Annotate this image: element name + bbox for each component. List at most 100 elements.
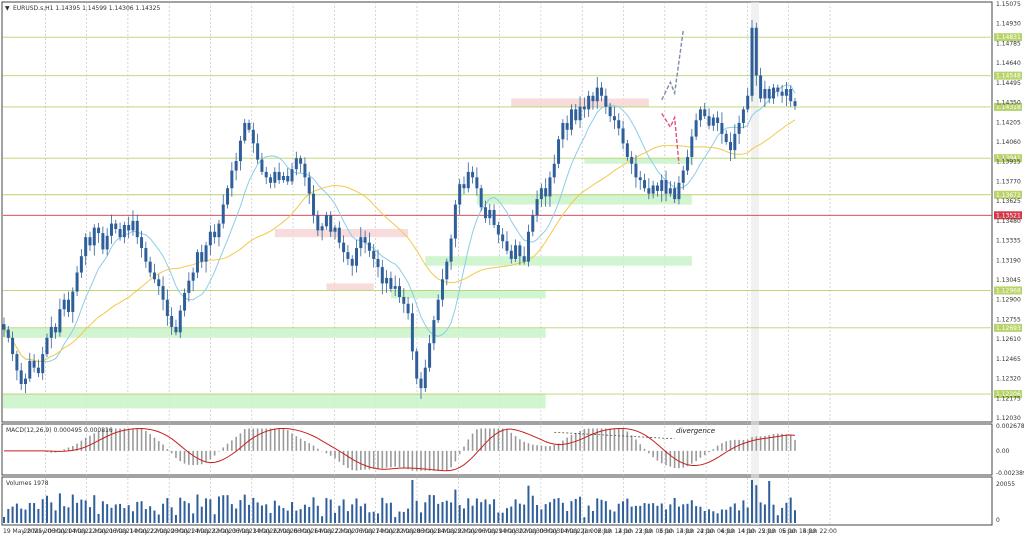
candle-body bbox=[561, 122, 565, 140]
candle-body bbox=[333, 227, 337, 232]
candle-body bbox=[15, 354, 19, 371]
candles bbox=[2, 19, 797, 399]
time-tick-label: 5 Jun 06:00 bbox=[762, 528, 796, 535]
candle-body bbox=[286, 175, 290, 182]
candle-body bbox=[604, 95, 608, 107]
candle-body bbox=[746, 95, 750, 110]
price-tick-label: 1.13770 bbox=[996, 178, 1021, 185]
time-tick-label: 30 May 06:00 bbox=[516, 528, 557, 535]
price-tick-label: 1.14640 bbox=[996, 60, 1021, 67]
candle-body bbox=[127, 224, 131, 231]
time-tick-label: 22 May 14:00 bbox=[167, 528, 208, 535]
price-tick-label: 1.14205 bbox=[996, 119, 1021, 126]
time-tick-label: 27 May 14:00 bbox=[352, 528, 393, 535]
macd-tick-label: -0.002389 bbox=[996, 470, 1024, 477]
forecast-paths bbox=[661, 30, 684, 164]
candle-body bbox=[316, 215, 320, 231]
candle-body bbox=[217, 223, 221, 238]
candle-body bbox=[62, 299, 66, 310]
candle-body bbox=[221, 204, 225, 224]
candle-body bbox=[350, 258, 354, 266]
candle-body bbox=[539, 188, 543, 200]
resistance-zone bbox=[326, 283, 374, 291]
candle-body bbox=[191, 272, 195, 281]
candle-body bbox=[208, 231, 212, 246]
time-tick-label: 23 May 14:00 bbox=[229, 528, 270, 535]
price-tick-label: 1.12030 bbox=[996, 415, 1021, 422]
candle-body bbox=[264, 171, 268, 178]
price-tick-label: 1.14785 bbox=[996, 40, 1021, 47]
level-tag-label: 1.12968 bbox=[996, 287, 1021, 294]
candle-body bbox=[793, 101, 797, 106]
time-tick-label: 27 May 06:00 bbox=[331, 528, 372, 535]
support-zone bbox=[390, 290, 546, 299]
time-tick-label: 22 May 22:00 bbox=[188, 528, 229, 535]
candle-body bbox=[440, 279, 444, 300]
candle-body bbox=[135, 220, 139, 238]
candle-body bbox=[677, 182, 681, 200]
candle-body bbox=[690, 136, 694, 157]
level-tag-bg bbox=[994, 390, 1022, 399]
candle-body bbox=[522, 256, 526, 262]
candle-body bbox=[140, 237, 144, 249]
candle-body bbox=[509, 250, 513, 259]
time-tick-label: 26 May 22:00 bbox=[311, 528, 352, 535]
candle-body bbox=[402, 296, 406, 304]
candle-body bbox=[251, 129, 255, 144]
candle-body bbox=[238, 140, 242, 162]
candle-body bbox=[79, 256, 83, 273]
candle-body bbox=[213, 231, 217, 238]
candle-body bbox=[144, 248, 148, 262]
candle-body bbox=[281, 175, 285, 181]
candle-body bbox=[716, 117, 720, 123]
forecast-path bbox=[661, 30, 684, 101]
candle-body bbox=[97, 227, 101, 234]
level-tag-label: 1.13521 bbox=[996, 212, 1021, 219]
highlight-column bbox=[751, 2, 759, 525]
price-tick-label: 1.13190 bbox=[996, 257, 1021, 264]
candle-body bbox=[703, 109, 707, 117]
level-price-tag: 1.13521 bbox=[994, 211, 1022, 220]
candle-body bbox=[544, 188, 548, 197]
price-tick-label: 1.13045 bbox=[996, 277, 1021, 284]
candle-body bbox=[256, 143, 260, 160]
resistance-zone bbox=[274, 229, 409, 238]
candle-body bbox=[88, 237, 92, 246]
candle-body bbox=[355, 248, 359, 266]
candle-body bbox=[496, 224, 500, 235]
macd-title: MACD(12,26,9) 0.000495 0.000816 bbox=[6, 427, 113, 434]
candle-body bbox=[741, 109, 745, 123]
volume-title: Volumes 1978 bbox=[6, 480, 49, 487]
level-tag-label: 1.13941 bbox=[996, 155, 1021, 162]
time-tick-label: 3 Jun 14:00 bbox=[659, 528, 693, 535]
price-tick-label: 1.14930 bbox=[996, 21, 1021, 28]
time-tick-label: 23 May 22:00 bbox=[249, 528, 290, 535]
candle-body bbox=[324, 215, 328, 227]
candle-body bbox=[557, 139, 561, 164]
candle-body bbox=[655, 185, 659, 191]
level-tag-bg bbox=[994, 102, 1022, 111]
level-price-tag: 1.13672 bbox=[994, 190, 1022, 199]
candle-body bbox=[294, 158, 298, 170]
price-tick-label: 1.14495 bbox=[996, 80, 1021, 87]
support-zone bbox=[476, 195, 692, 205]
candle-body bbox=[647, 188, 651, 194]
candle-body bbox=[475, 177, 479, 189]
candle-body bbox=[11, 337, 15, 355]
level-tag-label: 1.12206 bbox=[996, 391, 1021, 398]
menu-arrow-icon[interactable]: ▼ bbox=[5, 5, 10, 12]
candle-body bbox=[432, 320, 436, 344]
candle-body bbox=[183, 292, 187, 311]
candle-body bbox=[41, 354, 45, 374]
candle-body bbox=[148, 261, 152, 273]
candle-body bbox=[720, 122, 724, 134]
candle-body bbox=[243, 122, 247, 141]
main-panel bbox=[1, 1, 993, 423]
candle-body bbox=[535, 199, 539, 216]
time-tick-label: 4 Jun 14:00 bbox=[721, 528, 755, 535]
level-tag-label: 1.14548 bbox=[996, 73, 1021, 80]
time-tick-label: 5 Jun 22:00 bbox=[803, 528, 837, 535]
price-tick-label: 1.12755 bbox=[996, 316, 1021, 323]
macd-layer: 0.002678 0.00 -0.002389 bbox=[4, 423, 1024, 477]
